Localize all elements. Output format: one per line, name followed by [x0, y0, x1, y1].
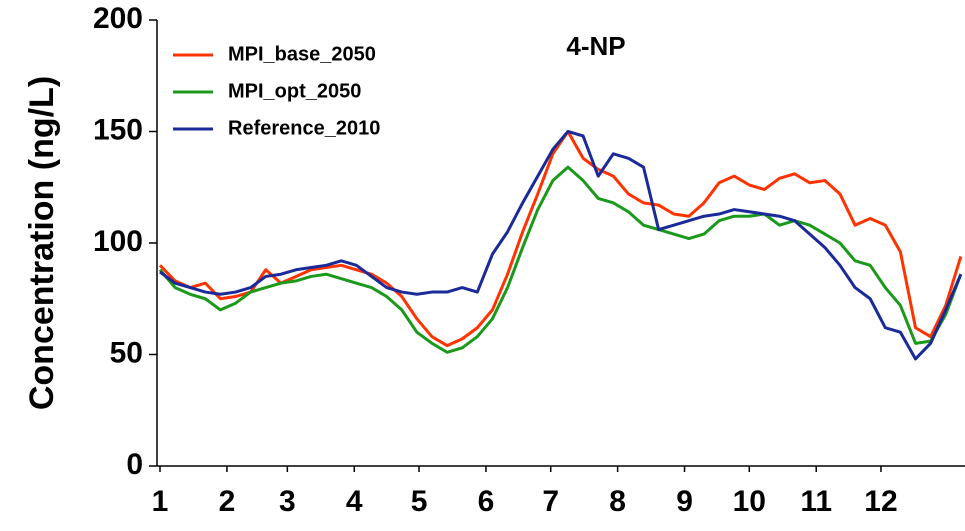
x-tick-label: 4 [346, 485, 363, 518]
y-tick-label: 50 [110, 336, 143, 369]
data-line [159, 130, 963, 361]
x-tick-label: 12 [864, 485, 897, 518]
y-tick-label: 0 [126, 448, 143, 481]
y-axis-label: Concentration (ng/L) [23, 76, 61, 410]
chart-title: 4-NP [566, 31, 625, 61]
y-tick-label: 100 [93, 225, 143, 258]
data-line [158, 165, 963, 354]
x-tick-label: 3 [279, 485, 296, 518]
legend-label: Reference_2010 [228, 117, 380, 139]
data-line [158, 130, 963, 348]
x-tick-label: 2 [219, 485, 236, 518]
x-tick-label: 9 [676, 485, 693, 518]
x-tick-label: 11 [800, 485, 832, 518]
legend-label: MPI_opt_2050 [228, 80, 361, 102]
x-tick-label: 6 [478, 485, 495, 518]
y-tick-label: 200 [93, 2, 143, 35]
x-tick-label: 8 [609, 485, 626, 518]
legend-label: MPI_base_2050 [228, 43, 376, 65]
x-tick-label: 1 [152, 485, 169, 518]
x-tick-label: 10 [733, 485, 766, 518]
x-tick-label: 5 [411, 485, 428, 518]
x-tick-label: 7 [542, 485, 559, 518]
y-tick-label: 150 [93, 113, 143, 146]
